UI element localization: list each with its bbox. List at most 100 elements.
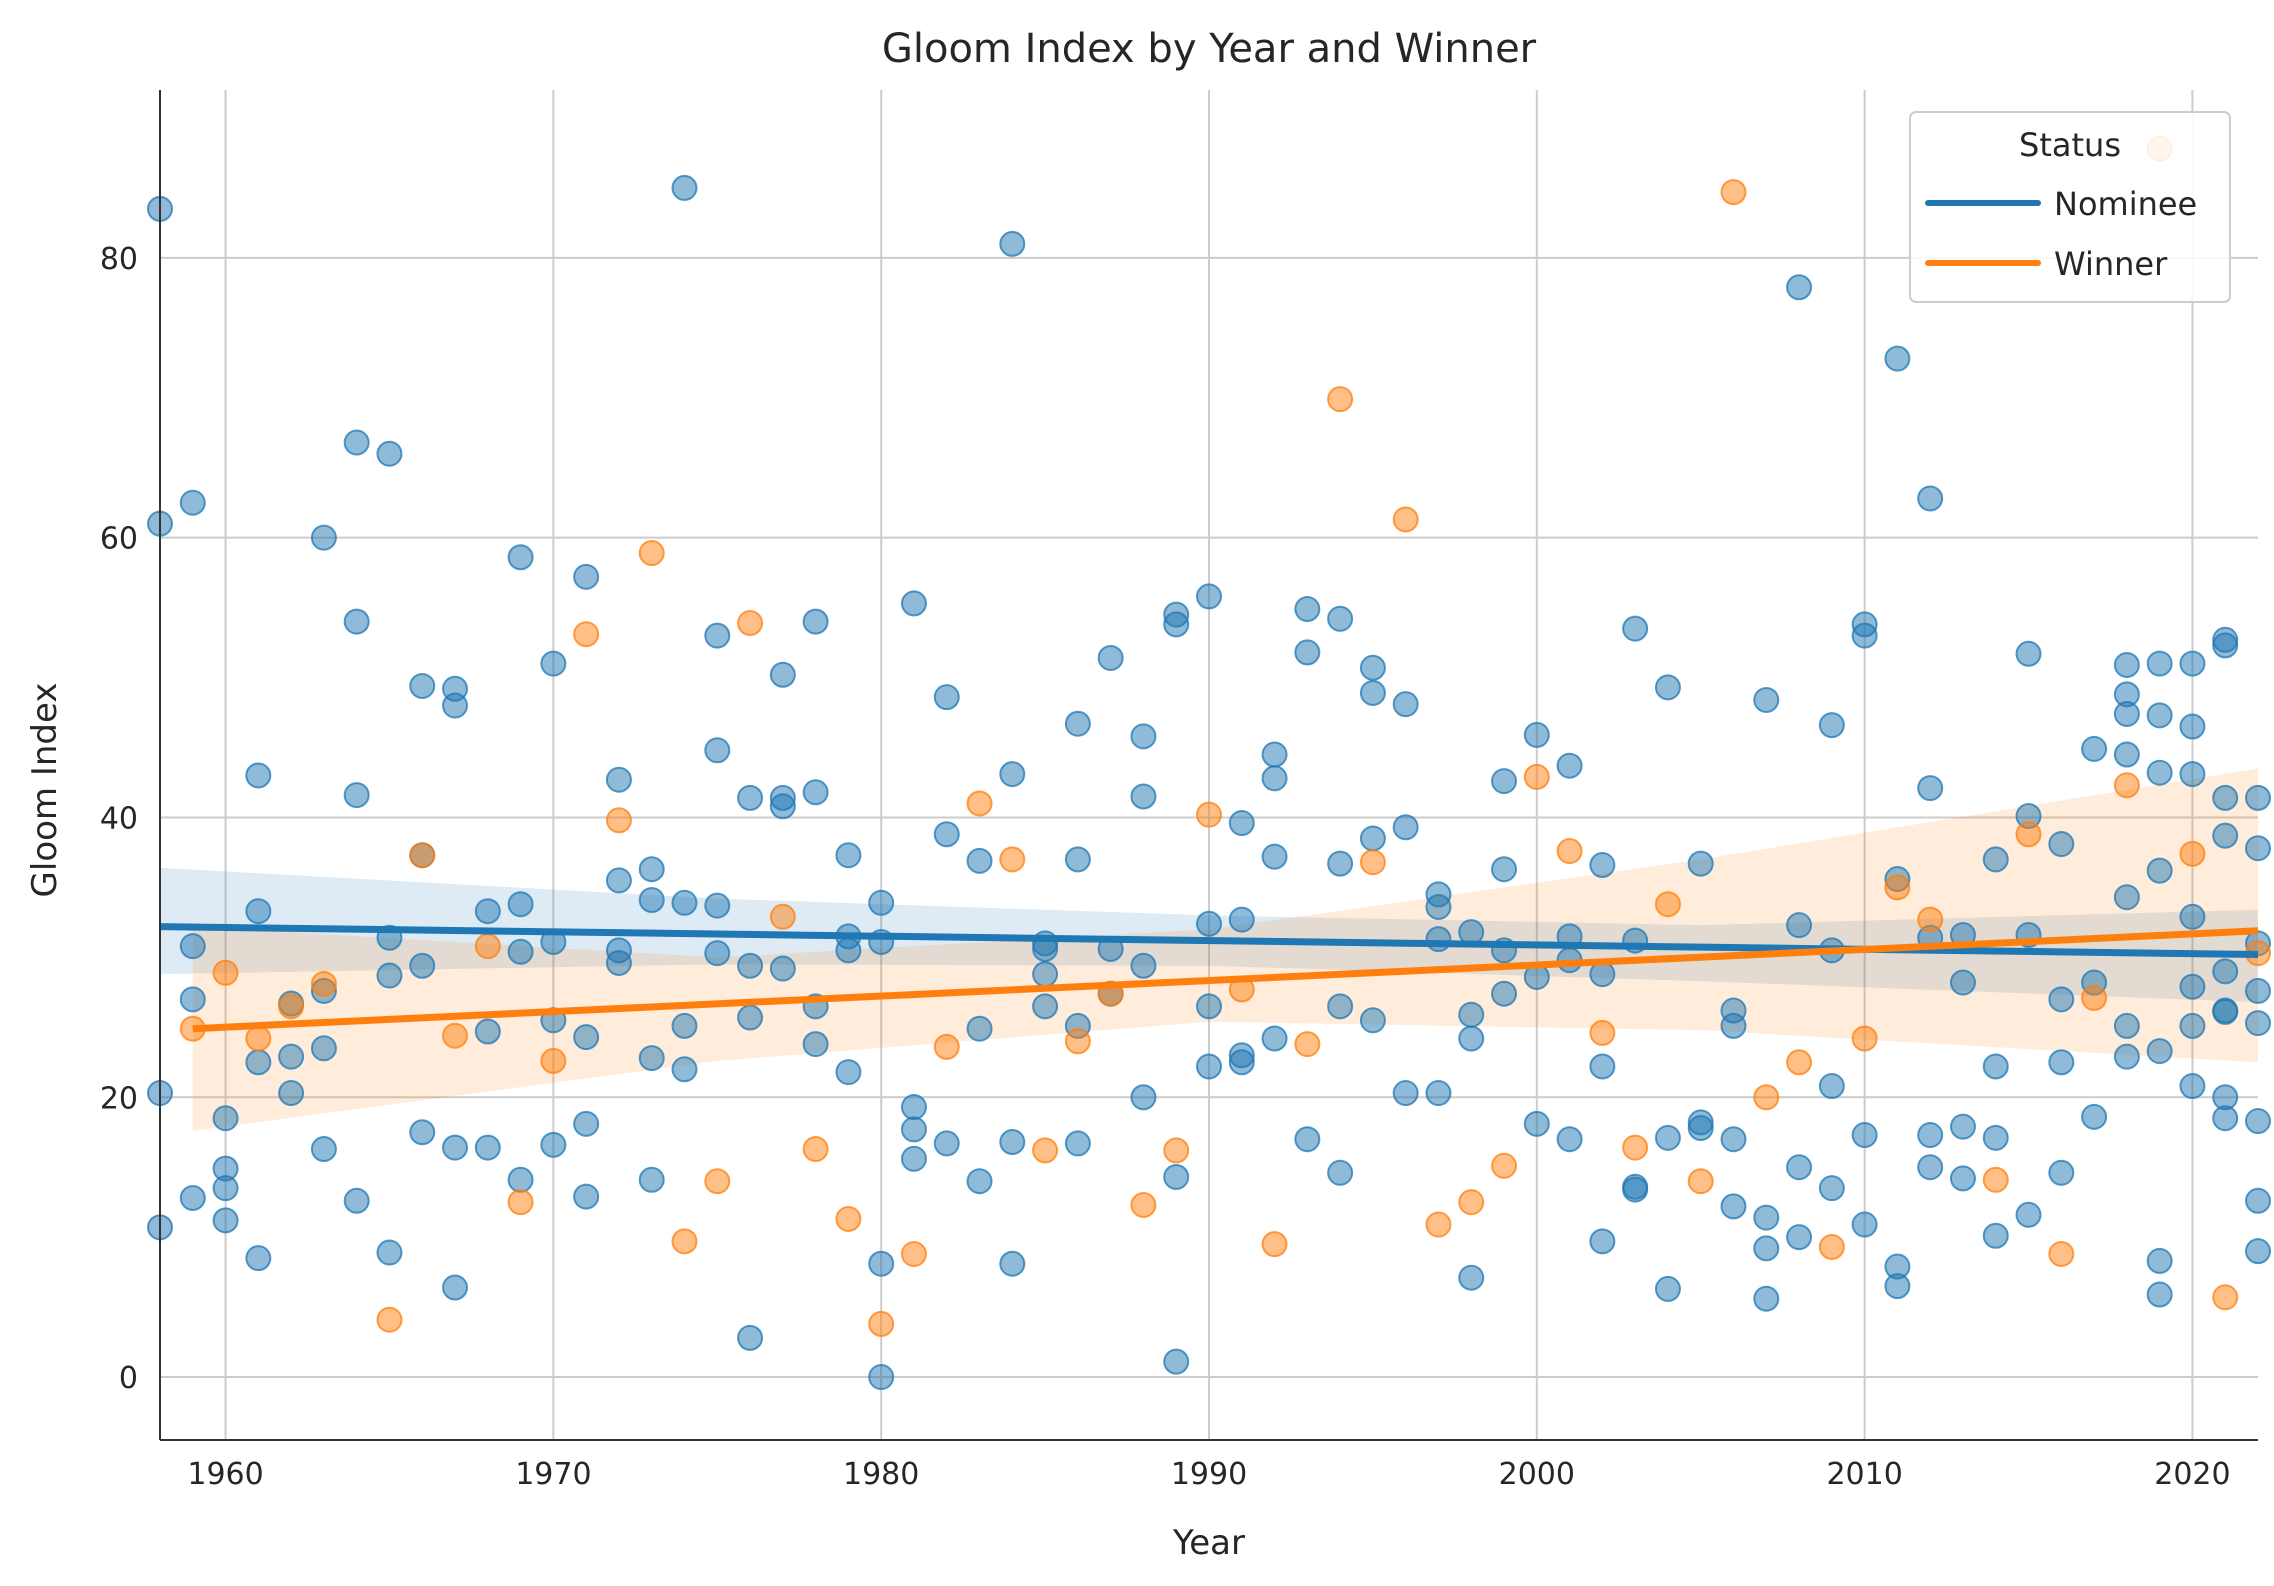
data-point-winner	[540, 1047, 567, 1074]
data-point-nominee	[2146, 650, 2173, 677]
data-point-nominee	[1556, 752, 1583, 779]
data-point-winner	[1786, 1049, 1813, 1076]
data-point-nominee	[1982, 1053, 2009, 1080]
data-point-nominee	[769, 793, 796, 820]
data-point-nominee	[1589, 1053, 1616, 1080]
data-point-nominee	[1786, 1224, 1813, 1251]
data-point-nominee	[2245, 977, 2271, 1004]
data-point-nominee	[1720, 1012, 1747, 1039]
data-point-nominee	[638, 1166, 665, 1193]
data-point-nominee	[704, 737, 731, 764]
data-point-nominee	[802, 1031, 829, 1058]
data-point-winner	[2212, 1284, 2239, 1311]
data-point-nominee	[409, 672, 436, 699]
data-point-nominee	[1228, 810, 1255, 837]
data-point-nominee	[2245, 1238, 2271, 1265]
data-point-nominee	[737, 1324, 764, 1351]
data-point-winner	[442, 1022, 469, 1049]
data-point-nominee	[1917, 1154, 1944, 1181]
data-point-winner	[409, 842, 436, 869]
data-point-nominee	[1130, 1084, 1157, 1111]
data-point-winner	[835, 1205, 862, 1232]
data-point-nominee	[2146, 759, 2173, 786]
data-point-nominee	[900, 1145, 927, 1172]
data-point-nominee	[1196, 583, 1222, 610]
data-point-nominee	[212, 1175, 239, 1202]
data-point-nominee	[179, 489, 206, 516]
data-point-nominee	[2179, 713, 2206, 740]
data-point-nominee	[1294, 639, 1321, 666]
data-point-nominee	[573, 563, 600, 590]
data-point-nominee	[1163, 611, 1190, 638]
data-point-nominee	[2212, 1105, 2239, 1132]
data-point-nominee	[1359, 679, 1386, 706]
data-point-nominee	[2048, 1049, 2075, 1076]
data-point-nominee	[1786, 274, 1813, 301]
data-point-winner	[1720, 179, 1747, 206]
data-point-nominee	[737, 784, 764, 811]
data-point-nominee	[1949, 1113, 1976, 1140]
data-point-nominee	[2212, 998, 2239, 1025]
data-point-winner	[1884, 874, 1911, 901]
data-point-nominee	[1818, 1175, 1845, 1202]
data-point-nominee	[704, 892, 731, 919]
data-point-winner	[868, 1310, 895, 1337]
data-point-nominee	[1228, 1049, 1255, 1076]
data-point-nominee	[1359, 825, 1386, 852]
axes	[159, 90, 2258, 1441]
y-tick-label: 80	[100, 242, 138, 277]
data-point-nominee	[868, 1364, 895, 1391]
data-point-nominee	[474, 898, 501, 925]
data-point-nominee	[507, 544, 534, 571]
data-point-nominee	[1425, 1080, 1452, 1107]
data-point-winner	[671, 1228, 698, 1255]
data-point-nominee	[2081, 735, 2108, 762]
data-point-winner	[474, 933, 501, 960]
data-point-nominee	[1163, 1163, 1190, 1190]
x-tick-labels: 1960 1970 1980 1990 2000 2010 2020	[187, 1457, 2230, 1492]
data-point-nominee	[1196, 1053, 1222, 1080]
data-point-nominee	[2015, 1201, 2042, 1228]
data-point-nominee	[1884, 1273, 1911, 1300]
data-point-nominee	[638, 1045, 665, 1072]
data-point-nominee	[1458, 1264, 1485, 1291]
data-points	[147, 135, 2271, 1391]
legend-frame	[1909, 111, 2231, 303]
data-point-nominee	[1294, 1126, 1321, 1153]
data-point-winner	[245, 1025, 272, 1052]
data-point-nominee	[638, 887, 665, 913]
data-point-nominee	[769, 661, 796, 688]
data-point-nominee	[376, 440, 403, 467]
data-point-nominee	[245, 1049, 272, 1076]
data-point-nominee	[1687, 850, 1714, 877]
data-point-nominee	[278, 1080, 305, 1107]
data-point-nominee	[376, 1239, 403, 1266]
data-point-winner	[2081, 984, 2108, 1011]
data-point-nominee	[835, 1059, 862, 1086]
data-point-nominee	[900, 1094, 927, 1121]
data-point-nominee	[1392, 1080, 1419, 1107]
data-point-nominee	[1097, 644, 1124, 671]
data-point-winner	[2179, 840, 2206, 867]
data-point-nominee	[835, 937, 862, 964]
data-point-winner	[999, 846, 1026, 873]
data-point-nominee	[278, 1043, 305, 1070]
data-point-nominee	[573, 1024, 600, 1051]
data-point-nominee	[966, 1168, 993, 1195]
data-point-nominee	[2113, 741, 2140, 768]
data-point-nominee	[2048, 986, 2075, 1013]
data-point-nominee	[1589, 852, 1616, 879]
data-point-nominee	[1196, 910, 1222, 937]
data-point-nominee	[1261, 843, 1288, 870]
data-point-winner	[1523, 763, 1550, 790]
data-point-nominee	[1359, 1007, 1386, 1034]
x-tick-label: 1990	[1171, 1457, 1247, 1492]
legend-label-nominee: Nominee	[2054, 185, 2197, 223]
data-point-nominee	[1884, 345, 1911, 372]
data-point-nominee	[343, 608, 370, 635]
data-point-nominee	[1753, 686, 1780, 713]
data-point-nominee	[1687, 1115, 1714, 1142]
data-point-nominee	[474, 1018, 501, 1045]
data-point-nominee	[507, 891, 534, 918]
data-point-nominee	[507, 938, 534, 965]
